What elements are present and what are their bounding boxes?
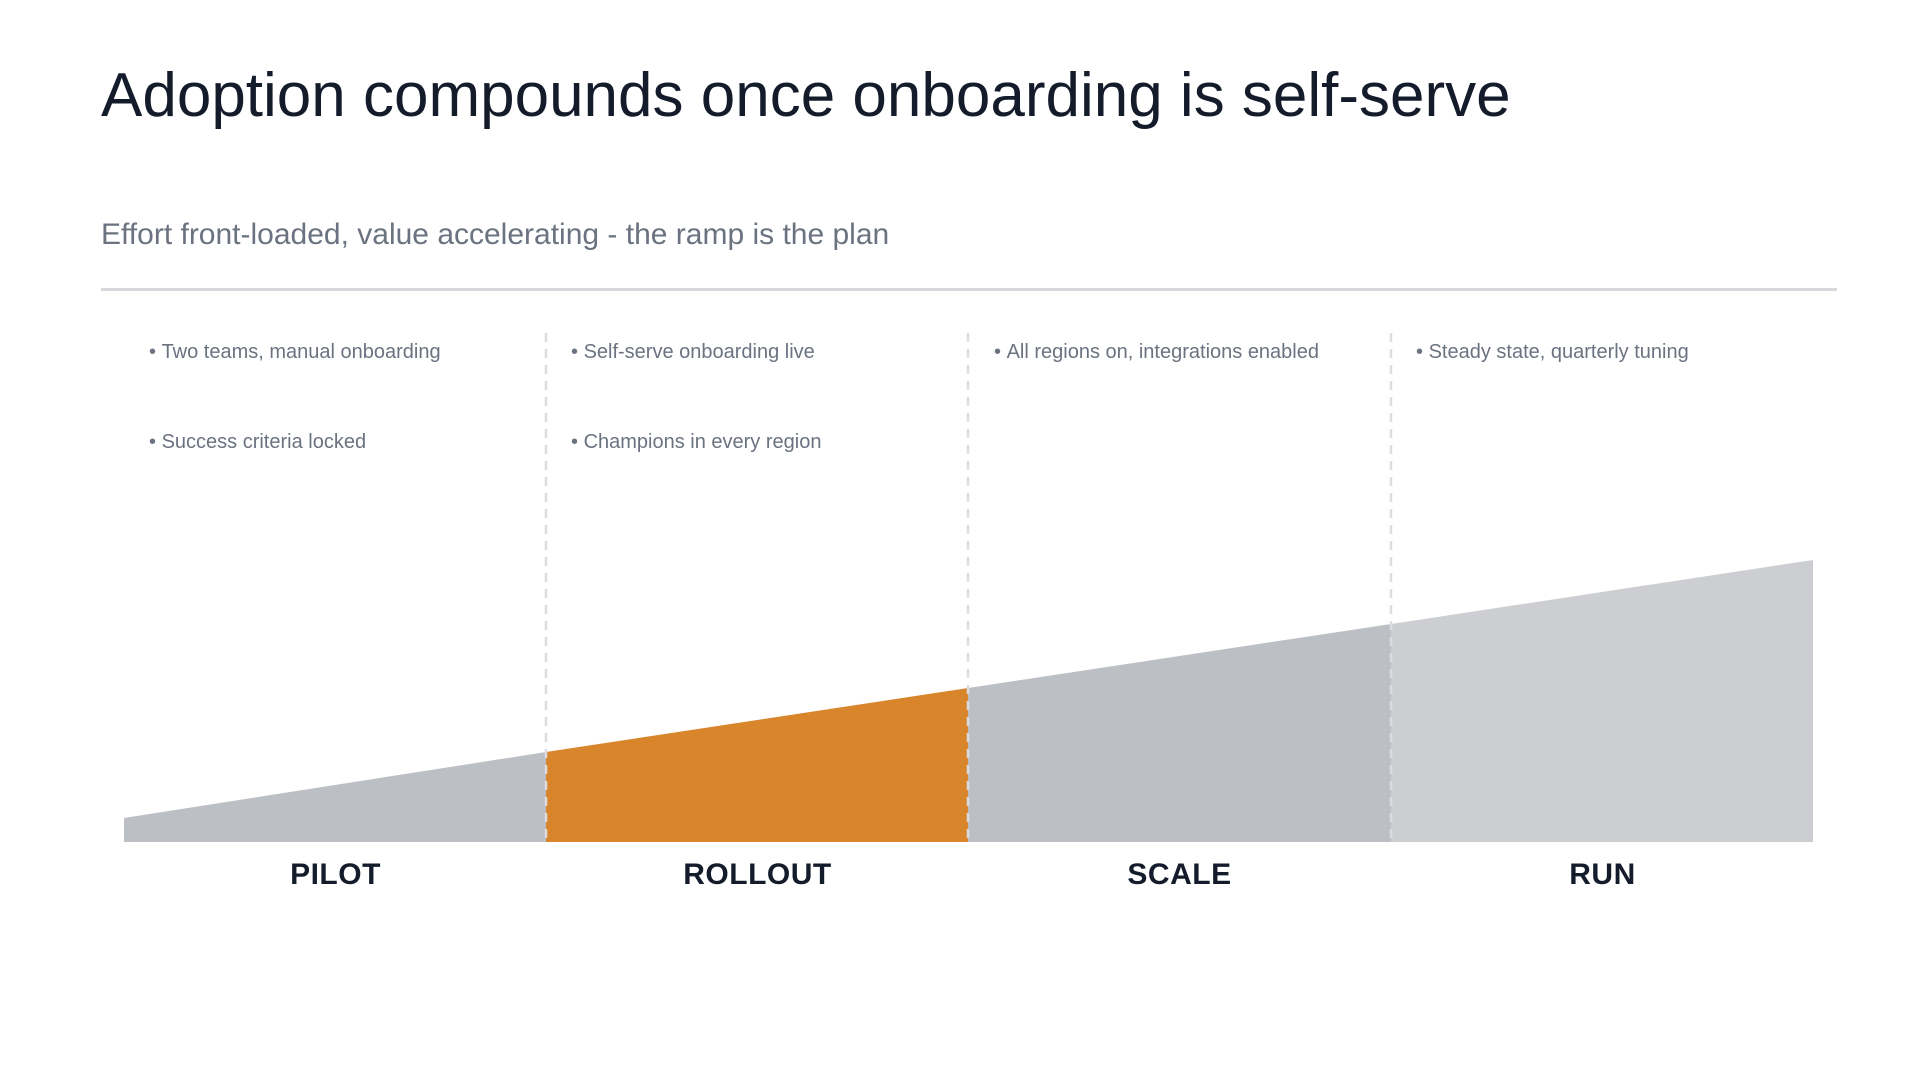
header-divider — [101, 288, 1837, 291]
ramp-segment-scale — [968, 624, 1391, 842]
phase-label-rollout: ROLLOUT — [683, 858, 832, 891]
phase-note: Champions in every region — [571, 430, 822, 520]
ramp-segment-pilot — [124, 752, 546, 842]
phase-label-run: RUN — [1569, 858, 1636, 891]
slide-title: Adoption compounds once onboarding is se… — [101, 61, 1511, 130]
phase-notes-run: Steady state, quarterly tuning — [1416, 340, 1689, 430]
phase-label-scale: SCALE — [1127, 858, 1232, 891]
phase-note: Steady state, quarterly tuning — [1416, 340, 1689, 430]
phase-note: Success criteria locked — [149, 430, 441, 520]
phase-notes-pilot: Two teams, manual onboarding Success cri… — [149, 340, 441, 520]
ramp-segment-rollout — [546, 688, 968, 842]
ramp-segment-run — [1391, 560, 1813, 842]
phase-note: Two teams, manual onboarding — [149, 340, 441, 430]
phase-label-pilot: PILOT — [290, 858, 381, 891]
phase-notes-rollout: Self-serve onboarding live Champions in … — [571, 340, 822, 520]
slide-subtitle: Effort front-loaded, value accelerating … — [101, 218, 890, 251]
phase-note: Self-serve onboarding live — [571, 340, 821, 430]
phase-notes-scale: All regions on, integrations enabled — [994, 340, 1319, 430]
phase-note: All regions on, integrations enabled — [994, 340, 1319, 430]
